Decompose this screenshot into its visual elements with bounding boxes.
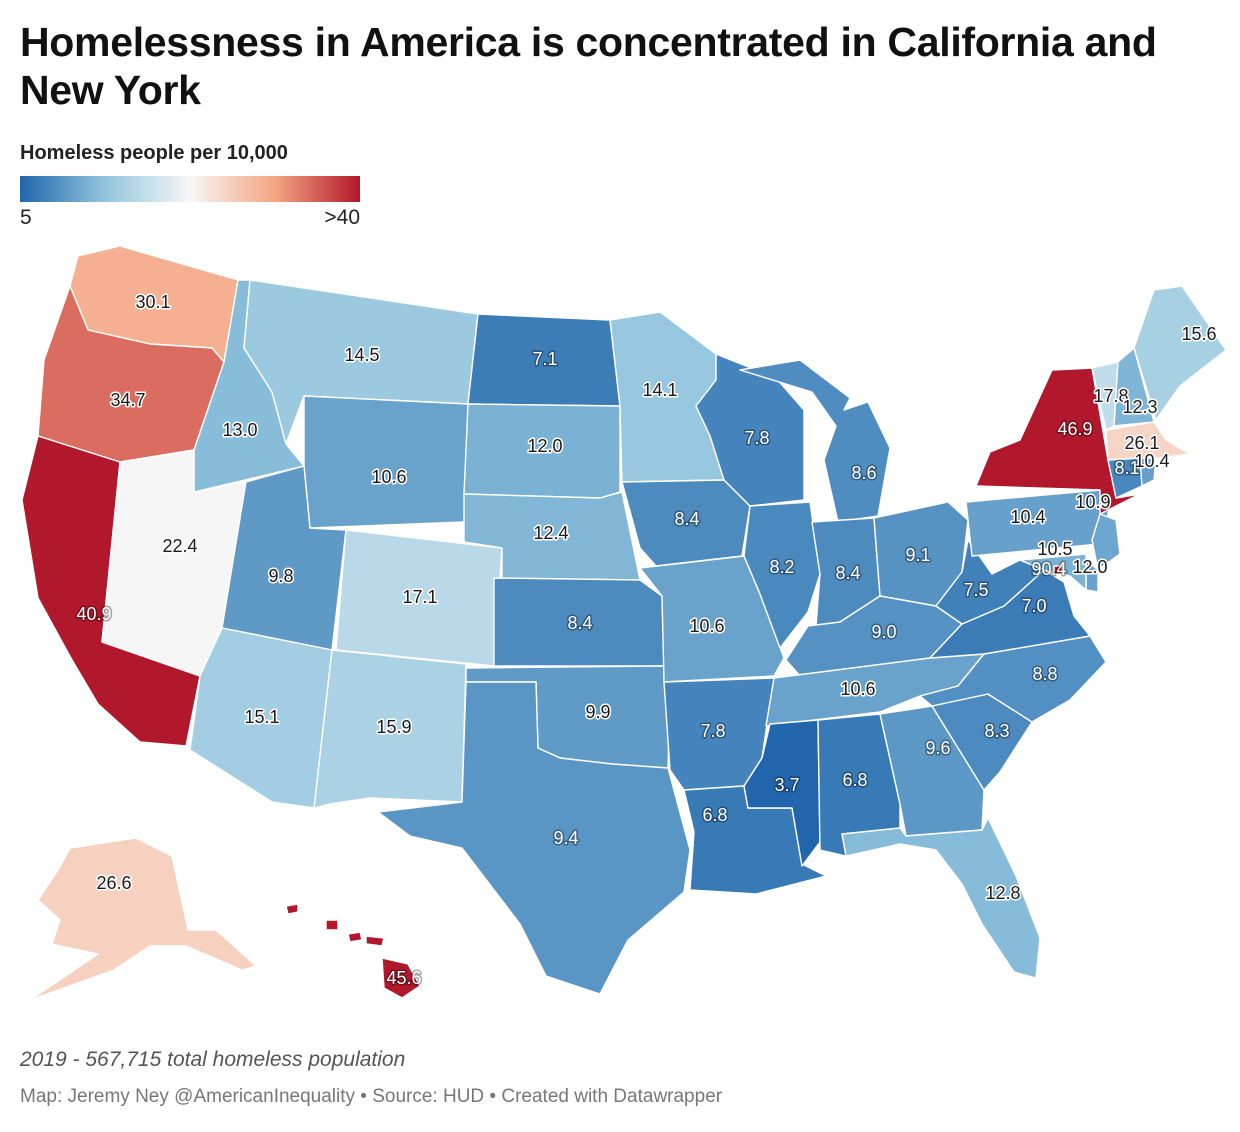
footnote: 2019 - 567,715 total homeless population: [20, 1048, 406, 1071]
state-wy[interactable]: [303, 395, 469, 529]
value-label-wi: 7.8: [744, 428, 769, 448]
legend-color-bar: [20, 176, 360, 202]
value-label-mo: 10.6: [689, 616, 724, 636]
value-label-ar: 7.8: [700, 721, 725, 741]
value-label-or: 34.7: [110, 390, 145, 410]
value-label-nj: 10.9: [1075, 492, 1110, 512]
state-mi[interactable]: [739, 359, 891, 523]
value-label-nv: 22.4: [162, 536, 197, 556]
value-label-sc: 8.3: [984, 721, 1009, 741]
value-label-ne: 12.4: [533, 523, 568, 543]
value-label-nc: 8.8: [1032, 664, 1057, 684]
state-fl[interactable]: [841, 817, 1041, 979]
value-label-oh: 9.1: [905, 545, 930, 565]
value-label-in: 8.4: [835, 563, 860, 583]
value-label-ny: 46.9: [1057, 419, 1092, 439]
value-label-mi: 8.6: [851, 463, 876, 483]
value-label-tn: 10.6: [840, 679, 875, 699]
state-nm[interactable]: [313, 649, 467, 809]
value-label-ri: 10.4: [1134, 451, 1169, 471]
value-label-mt: 14.5: [344, 345, 379, 365]
value-label-la: 6.8: [702, 805, 727, 825]
value-label-ak: 26.6: [96, 873, 131, 893]
state-hi-islands[interactable]: [285, 903, 385, 947]
state-dc[interactable]: [1053, 565, 1063, 575]
value-label-pa: 10.4: [1010, 507, 1045, 527]
value-label-me: 15.6: [1181, 324, 1216, 344]
value-label-ms: 3.7: [774, 775, 799, 795]
map-title: Homelessness in America is concentrated …: [20, 19, 1157, 113]
state-ri[interactable]: [1139, 457, 1157, 487]
value-label-ca: 40.9: [76, 604, 111, 624]
state-me[interactable]: [1133, 285, 1227, 421]
value-label-de: 10.5: [1037, 539, 1072, 559]
state-il[interactable]: [743, 501, 821, 649]
value-label-az: 15.1: [244, 707, 279, 727]
value-label-nd: 7.1: [532, 349, 557, 369]
value-label-co: 17.1: [402, 587, 437, 607]
value-label-tx: 9.4: [553, 828, 578, 848]
value-label-sd: 12.0: [527, 436, 562, 456]
value-label-ma: 26.1: [1124, 433, 1159, 453]
value-label-wa: 30.1: [135, 292, 170, 312]
legend-min-label: 5: [20, 206, 32, 229]
state-tx[interactable]: [377, 681, 691, 995]
value-label-md: 12.0: [1072, 557, 1107, 577]
legend-max-label: >40: [324, 206, 360, 229]
legend-title: Homeless people per 10,000: [20, 142, 288, 164]
value-label-nh: 12.3: [1122, 397, 1157, 417]
value-label-id: 13.0: [222, 420, 257, 440]
state-md[interactable]: [1019, 553, 1087, 591]
value-label-wy: 10.6: [371, 467, 406, 487]
value-label-hi: 45.6: [386, 968, 421, 988]
value-label-dc: 90.4: [1031, 559, 1066, 579]
source-credit: Map: Jeremy Ney @AmericanInequality • So…: [20, 1086, 723, 1107]
value-label-ok: 9.9: [585, 702, 610, 722]
state-nc[interactable]: [919, 635, 1107, 723]
state-ak[interactable]: [29, 837, 257, 1001]
value-label-ky: 9.0: [871, 622, 896, 642]
value-label-ia: 8.4: [674, 509, 699, 529]
value-label-ut: 9.8: [268, 566, 293, 586]
value-label-mn: 14.1: [642, 380, 677, 400]
value-label-vt: 17.8: [1093, 386, 1128, 406]
state-wi[interactable]: [695, 353, 805, 507]
value-label-al: 6.8: [842, 770, 867, 790]
state-nj[interactable]: [1091, 513, 1121, 571]
value-label-ga: 9.6: [925, 738, 950, 758]
value-label-wv: 7.5: [963, 580, 988, 600]
state-hi[interactable]: [381, 957, 421, 999]
us-choropleth-map: 30.1 34.7 40.9 13.0 22.4 14.5 10.6 9.8 17.1 15.1 1…: [21, 245, 1227, 1001]
value-label-fl: 12.8: [985, 883, 1020, 903]
value-label-va: 7.0: [1021, 596, 1046, 616]
value-label-ks: 8.4: [567, 613, 592, 633]
value-label-il: 8.2: [769, 557, 794, 577]
value-label-ct: 8.1: [1114, 458, 1139, 478]
value-label-nm: 15.9: [376, 717, 411, 737]
